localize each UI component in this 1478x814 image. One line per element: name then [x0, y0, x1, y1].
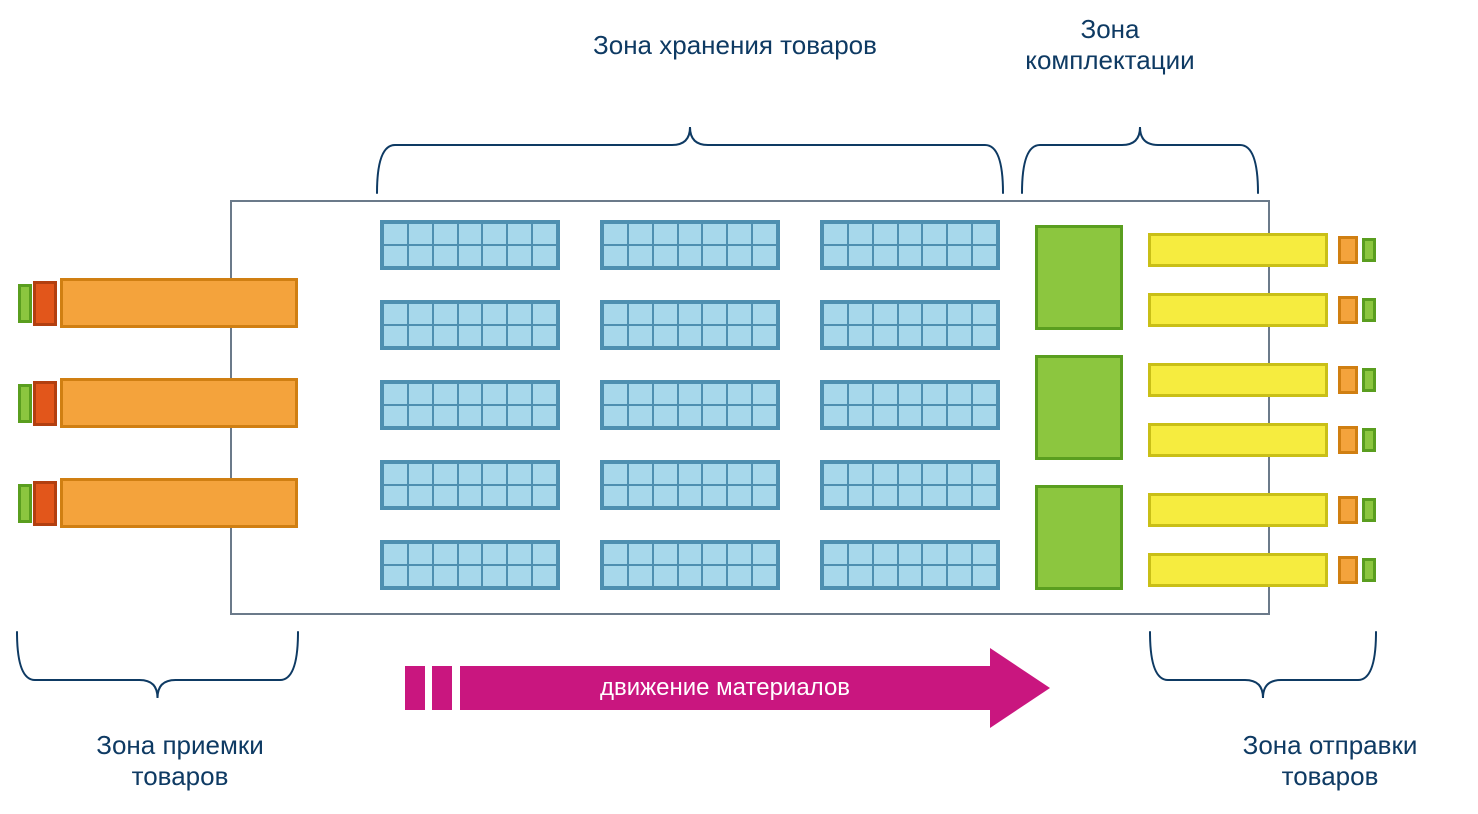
rack-cell	[678, 325, 703, 347]
rack-cell	[383, 463, 408, 485]
rack-cell	[458, 325, 483, 347]
outbound-truck-cab-front	[1338, 426, 1358, 455]
rack-cell	[653, 463, 678, 485]
rack-cell	[947, 463, 972, 485]
outbound-truck-cab-front	[1338, 366, 1358, 395]
rack-cell	[433, 463, 458, 485]
outbound-truck	[0, 493, 1376, 527]
outbound-truck-cab-rear	[1362, 298, 1376, 322]
rack-cell	[482, 463, 507, 485]
rack-cell	[408, 463, 433, 485]
rack-cell	[823, 463, 848, 485]
outbound-truck-cab-rear	[1362, 368, 1376, 392]
rack-cell	[603, 463, 628, 485]
rack-cell	[628, 325, 653, 347]
outbound-zone-brace	[1148, 630, 1378, 700]
rack-cell	[433, 325, 458, 347]
rack-cell	[898, 325, 923, 347]
outbound-truck-body	[1148, 553, 1328, 587]
inbound-zone-brace	[15, 630, 300, 700]
rack-cell	[628, 463, 653, 485]
outbound-truck-body	[1148, 363, 1328, 397]
rack-cell	[848, 463, 873, 485]
rack-cell	[702, 463, 727, 485]
storage-zone-label: Зона хранения товаров	[525, 30, 945, 61]
outbound-truck-body	[1148, 233, 1328, 267]
outbound-truck-cab-front	[1338, 496, 1358, 525]
rack-cell	[752, 325, 777, 347]
outbound-truck	[0, 553, 1376, 587]
rack-cell	[823, 325, 848, 347]
outbound-truck-cab-front	[1338, 296, 1358, 325]
outbound-truck	[0, 423, 1376, 457]
rack-cell	[727, 325, 752, 347]
rack-cell	[532, 325, 557, 347]
outbound-truck-cab-rear	[1362, 428, 1376, 452]
flow-arrow-head	[990, 648, 1050, 728]
outbound-truck-body	[1148, 423, 1328, 457]
rack-cell	[383, 325, 408, 347]
rack-cell	[848, 325, 873, 347]
rack-cell	[532, 463, 557, 485]
flow-arrow-label: движение материалов	[600, 674, 850, 702]
outbound-truck-cab-front	[1338, 556, 1358, 585]
outbound-truck-cab-front	[1338, 236, 1358, 265]
rack-cell	[507, 463, 532, 485]
rack-cell	[727, 463, 752, 485]
rack-cell	[653, 325, 678, 347]
outbound-zone-label: Зона отправки товаров	[1190, 730, 1470, 792]
rack-cell	[922, 463, 947, 485]
flow-arrow-body: движение материалов	[460, 666, 990, 710]
rack-cell	[408, 325, 433, 347]
flow-segment-1	[405, 666, 425, 710]
rack-cell	[603, 325, 628, 347]
outbound-truck-body	[1148, 293, 1328, 327]
outbound-truck	[0, 233, 1376, 267]
flow-segment-2	[432, 666, 452, 710]
rack-cell	[507, 325, 532, 347]
picking-zone-brace	[1020, 125, 1260, 195]
outbound-truck	[0, 363, 1376, 397]
rack-cell	[458, 463, 483, 485]
picking-zone-label: Зона комплектации	[965, 14, 1255, 76]
rack-cell	[972, 463, 997, 485]
outbound-truck-cab-rear	[1362, 558, 1376, 582]
rack-cell	[898, 463, 923, 485]
outbound-truck-cab-rear	[1362, 238, 1376, 262]
rack-cell	[947, 325, 972, 347]
inbound-zone-label: Зона приемки товаров	[40, 730, 320, 792]
rack-cell	[482, 325, 507, 347]
rack-cell	[873, 325, 898, 347]
outbound-truck-body	[1148, 493, 1328, 527]
outbound-truck	[0, 293, 1376, 327]
rack-cell	[752, 463, 777, 485]
rack-cell	[922, 325, 947, 347]
storage-zone-brace	[375, 125, 1005, 195]
rack-cell	[678, 463, 703, 485]
rack-cell	[972, 325, 997, 347]
rack-cell	[702, 325, 727, 347]
rack-cell	[873, 463, 898, 485]
outbound-truck-cab-rear	[1362, 498, 1376, 522]
